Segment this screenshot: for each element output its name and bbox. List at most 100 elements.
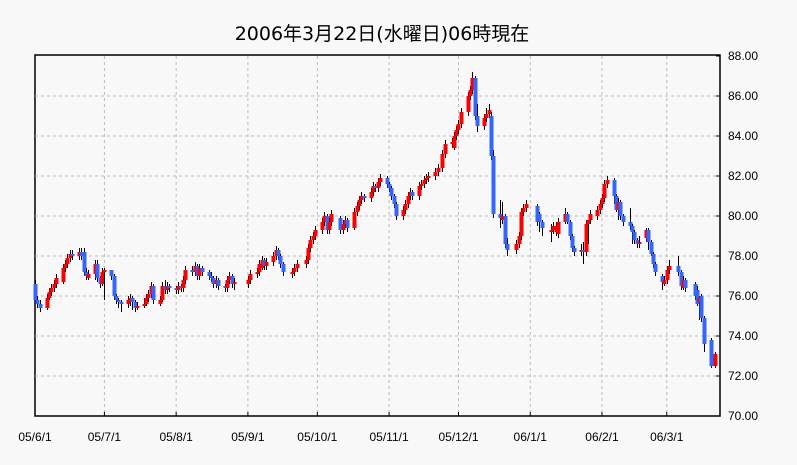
candle xyxy=(475,104,480,132)
candle-body xyxy=(200,268,205,272)
chart-title: 2006年3月22日(水曜日)06時現在 xyxy=(235,23,530,45)
candle-body xyxy=(130,298,135,302)
candle-body xyxy=(329,214,334,222)
candle xyxy=(699,294,704,322)
x-axis-ticks: 05/6/1 05/7/1 05/8/1 05/9/1 05/10/1 05/11/1 05… xyxy=(18,412,684,444)
candle xyxy=(292,264,297,276)
candle-body xyxy=(306,248,311,260)
candle xyxy=(500,202,505,224)
candle xyxy=(662,276,667,286)
candle xyxy=(264,258,269,270)
candle-body xyxy=(278,256,283,264)
candle-body xyxy=(436,168,441,172)
candle-body xyxy=(341,224,346,230)
candle-body xyxy=(197,268,202,276)
candle-body xyxy=(109,270,114,276)
candle-body xyxy=(292,268,297,272)
candle-body xyxy=(246,280,251,284)
candle-body xyxy=(281,264,286,272)
candle-body xyxy=(322,216,327,222)
candle xyxy=(649,240,654,256)
candle xyxy=(200,266,205,276)
candle-body xyxy=(357,200,362,206)
candle-body xyxy=(667,266,672,270)
candle xyxy=(524,200,529,212)
candle xyxy=(211,276,216,288)
candle xyxy=(54,274,59,288)
candle-body xyxy=(389,188,394,196)
candle xyxy=(116,298,121,308)
candle-body xyxy=(304,260,309,264)
candle-body xyxy=(482,118,487,126)
candle xyxy=(112,274,117,300)
candle-body xyxy=(695,290,700,304)
candle xyxy=(621,214,626,226)
candle xyxy=(702,316,707,352)
candle xyxy=(565,212,570,224)
candle-body xyxy=(352,212,357,228)
candle-body xyxy=(209,276,214,278)
candle-body xyxy=(392,196,397,204)
candle xyxy=(190,266,195,276)
candle-body xyxy=(537,214,542,222)
candle xyxy=(49,284,54,296)
candle-body xyxy=(443,144,448,154)
candle xyxy=(70,250,75,260)
candle-body xyxy=(491,156,496,214)
candle-body xyxy=(505,244,510,250)
candle-body xyxy=(227,276,232,280)
candle xyxy=(521,204,526,216)
candle-body xyxy=(683,280,688,288)
candle xyxy=(637,236,642,248)
candle-body xyxy=(158,300,163,304)
plot-area xyxy=(34,54,721,417)
x-tick-label: 05/11/1 xyxy=(369,430,408,444)
candle xyxy=(79,248,84,260)
candle-body xyxy=(584,224,589,252)
candle xyxy=(683,278,688,292)
candle-body xyxy=(54,278,59,284)
candle-body xyxy=(459,112,464,124)
candle-body xyxy=(135,306,140,308)
y-axis-ticks: 70.00 72.00 74.00 76.00 78.00 80.00 82.00 84.00… xyxy=(716,49,758,423)
candle-body xyxy=(255,272,260,274)
candle-body xyxy=(167,286,172,288)
candle-body xyxy=(311,236,316,240)
grid xyxy=(35,56,720,416)
candle xyxy=(135,302,140,310)
candle xyxy=(308,236,313,252)
candle xyxy=(38,300,43,312)
candle-body xyxy=(660,276,665,282)
candle-body xyxy=(308,240,313,248)
candle xyxy=(151,284,156,304)
candle-body xyxy=(649,242,654,254)
candle xyxy=(378,174,383,186)
candle xyxy=(709,338,714,368)
candle xyxy=(551,222,556,234)
candle-body xyxy=(264,262,269,266)
candle-body xyxy=(702,318,707,344)
candle-body xyxy=(521,208,526,212)
candle-body xyxy=(618,202,623,216)
candle-body xyxy=(47,292,52,298)
candle-body xyxy=(632,232,637,240)
candle-body xyxy=(320,222,325,230)
candle xyxy=(359,192,364,204)
y-tick-label: 86.00 xyxy=(728,89,758,103)
candle xyxy=(167,284,172,292)
candle xyxy=(667,260,672,274)
candle-body xyxy=(100,272,105,284)
candle-body xyxy=(327,222,332,230)
candle-body xyxy=(699,296,704,318)
candle-body xyxy=(52,284,57,288)
candle xyxy=(65,254,70,268)
candle xyxy=(440,150,445,172)
candle xyxy=(362,194,367,202)
candle xyxy=(487,104,492,118)
candle-body xyxy=(338,218,343,230)
candle-body xyxy=(422,180,427,184)
candle-body xyxy=(290,272,295,274)
candle xyxy=(676,256,681,276)
candle-body xyxy=(440,154,445,168)
